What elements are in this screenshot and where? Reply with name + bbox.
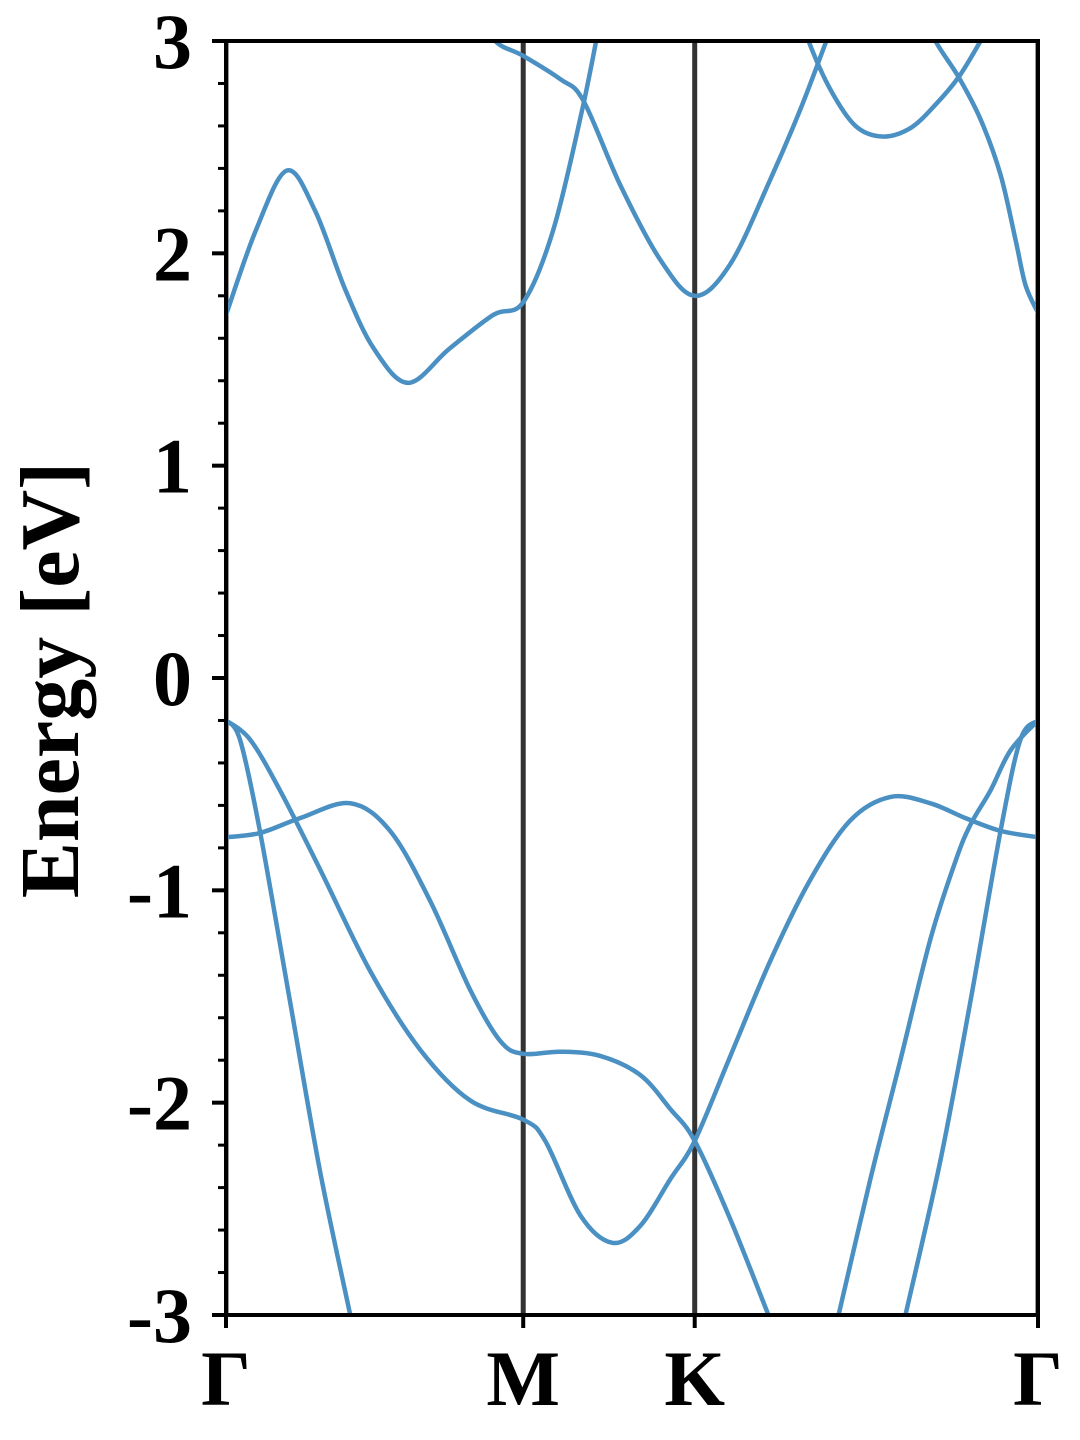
y-tick-label: 3 xyxy=(153,0,192,85)
x-tick-label: Γ xyxy=(1013,1335,1063,1422)
band-line xyxy=(492,41,829,299)
y-axis-label: Energy [eV] xyxy=(4,462,97,898)
y-tick-label: 1 xyxy=(153,423,192,510)
x-tick-label: M xyxy=(486,1335,560,1422)
band-line xyxy=(226,800,771,1315)
y-tick-label: 2 xyxy=(153,210,192,297)
x-tick-label: Γ xyxy=(201,1335,251,1422)
x-tick-label: K xyxy=(664,1335,725,1422)
band-line xyxy=(806,41,984,139)
y-tick-label: -2 xyxy=(127,1060,192,1147)
band-line xyxy=(836,718,1038,1315)
band-line xyxy=(903,718,1038,1315)
y-tick-label: -3 xyxy=(127,1272,192,1359)
y-tick-label: -1 xyxy=(127,847,192,934)
plot-frame xyxy=(224,39,1040,1317)
plot-area xyxy=(226,41,1038,1315)
band-line xyxy=(226,718,1038,1246)
y-tick-label: 0 xyxy=(153,635,192,722)
band-line xyxy=(932,41,1038,314)
band-line xyxy=(226,718,353,1315)
band-line xyxy=(226,41,599,386)
